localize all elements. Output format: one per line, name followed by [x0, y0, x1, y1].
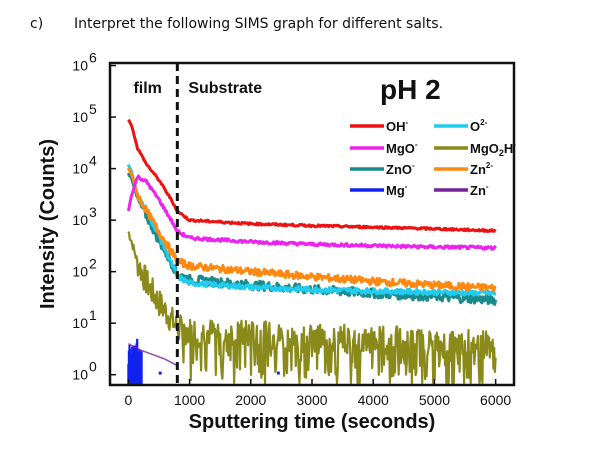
x-tick-label-6000: 6000	[480, 392, 511, 408]
legend-label: MgO-	[386, 140, 418, 156]
substrate-label: Substrate	[188, 80, 262, 97]
legend-entry: ZnO-	[350, 161, 415, 177]
ph-label: pH 2	[380, 74, 441, 105]
x-tick-label-3000: 3000	[296, 392, 327, 408]
legend: OH- O2- MgO- MgO2H- ZnO- Zn2- Mg- Zn-	[350, 118, 516, 198]
legend-label: Mg-	[386, 182, 408, 198]
y-tick-label-2: 10	[72, 264, 88, 280]
x-tick-label-2000: 2000	[235, 392, 266, 408]
legend-label: MgO2H-	[470, 140, 516, 158]
y-tick-exponent-3: 3	[89, 204, 97, 220]
x-axis-title: Sputtering time (seconds)	[189, 411, 436, 433]
legend-entry: MgO-	[350, 140, 418, 156]
legend-entry: Zn-	[434, 182, 489, 198]
series-line-zn2	[126, 167, 497, 293]
legend-entry: Mg-	[350, 182, 408, 198]
legend-entry: OH-	[350, 118, 409, 134]
legend-entry: Zn2-	[434, 161, 493, 177]
y-tick-label-4: 10	[72, 161, 88, 177]
y-tick-exponent-5: 5	[89, 101, 97, 117]
series-line-o2	[126, 163, 497, 297]
y-tick-label-1: 10	[72, 315, 88, 331]
y-axis-title: Intensity (Counts)	[37, 139, 59, 309]
legend-label: Zn2-	[470, 161, 493, 177]
series-line-mgo	[126, 174, 497, 251]
x-tick-label-0: 0	[124, 392, 132, 408]
legend-label: OH-	[386, 118, 409, 134]
legend-entry: O2-	[434, 118, 488, 134]
y-tick-label-0: 10	[72, 367, 88, 383]
y-tick-exponent-1: 1	[89, 307, 97, 323]
series-line-mgo2h	[127, 231, 497, 385]
x-tick-label-4000: 4000	[358, 392, 389, 408]
y-tick-label-6: 10	[72, 58, 88, 74]
question-line: c) Interpret the following SIMS graph for…	[30, 16, 443, 32]
y-tick-exponent-6: 6	[89, 50, 97, 66]
x-tick-label-1000: 1000	[174, 392, 205, 408]
series-line-oh	[127, 118, 497, 233]
y-tick-exponent-2: 2	[89, 256, 97, 272]
question-text: Interpret the following SIMS graph for d…	[74, 16, 444, 32]
y-tick-exponent-0: 0	[89, 359, 97, 375]
series-line-zn-minus	[128, 343, 178, 367]
data-layer	[126, 118, 498, 385]
x-tick-label-5000: 5000	[419, 392, 450, 408]
question-label: c)	[30, 16, 44, 32]
legend-entry: MgO2H-	[434, 140, 516, 158]
legend-label: O2-	[470, 118, 488, 134]
y-tick-exponent-4: 4	[89, 153, 97, 169]
legend-label: Zn-	[470, 182, 489, 198]
series-line-mg	[127, 338, 280, 384]
film-label: film	[133, 80, 161, 97]
legend-label: ZnO-	[386, 161, 415, 177]
y-tick-label-5: 10	[72, 109, 88, 125]
y-tick-label-3: 10	[72, 212, 88, 228]
